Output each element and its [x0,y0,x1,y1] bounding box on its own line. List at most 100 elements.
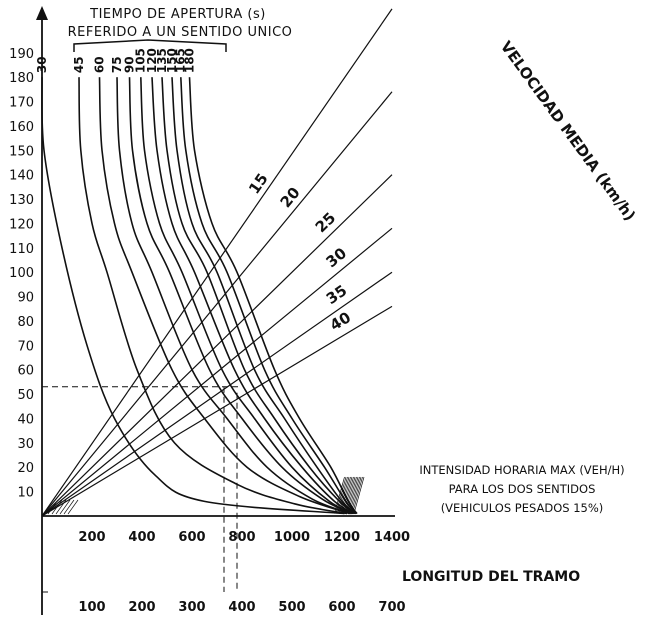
opening-time-curve [171,77,357,515]
y-tick-label: 80 [17,315,34,330]
x1-tick-label: 800 [228,530,255,545]
hatch-mark [63,499,75,515]
x2-tick-label: 600 [328,600,355,615]
x2-tick-label: 400 [228,600,255,615]
x1-tick-label: 1400 [374,530,410,545]
hatch-mark [341,476,353,514]
note-line-2: PARA LOS DOS SENTIDOS [449,482,596,496]
opening-time-curve [78,77,348,515]
opening-time-label: 120 [145,48,159,73]
speed-line [41,174,393,517]
y-tick-label: 170 [9,96,34,111]
opening-time-label: 150 [165,48,179,73]
x2-tick-label: 300 [178,600,205,615]
hatch-mark [343,476,354,514]
hatch-mark [334,476,345,514]
hatch-mark [350,476,362,514]
y-tick-label: 90 [17,291,34,306]
speed-line-label: 20 [277,184,304,212]
example-reading-lines [42,386,238,593]
opening-time-curve [98,77,350,515]
opening-time-curve [180,77,358,515]
opening-time-curve [41,77,345,515]
speed-line [41,271,393,517]
y-tick-label: 70 [17,339,34,354]
hatch-mark [337,476,348,514]
y-tick-labels: 10 20 30 40 50 60 70 80 90 100 110 120 130 140 150 160 1… [9,47,34,501]
hatch-mark [347,476,359,514]
opening-time-label: 75 [110,56,124,73]
opening-time-curve [128,77,353,515]
hatch-mark [55,499,67,515]
y-tick-label: 160 [9,120,34,135]
hatch-mark [346,476,357,514]
opening-time-label: 180 [183,48,197,73]
speed-line-label: 30 [323,244,351,271]
opening-time-label: 90 [123,56,137,73]
x1-tick-label: 400 [128,530,155,545]
opening-time-label: 105 [134,48,148,73]
speed-line [41,305,393,517]
note-line-1: INTENSIDAD HORARIA MAX (VEH/H) [419,463,624,477]
x1-tick-label: 600 [178,530,205,545]
hatch-mark [338,476,350,514]
chart-title-line1: TIEMPO DE APERTURA (s) [89,7,266,22]
chart-title-line2: REFERIDO A UN SENTIDO UNICO [68,25,293,40]
y-tick-label: 100 [9,266,34,281]
hatch-mark [344,476,356,514]
opening-time-label: 30 [35,56,49,73]
y-tick-label: 180 [9,71,34,86]
hatch-mark [353,476,365,514]
y-tick-label: 50 [17,388,34,403]
y-tick-label: 60 [17,364,34,379]
x2-tick-label: 500 [278,600,305,615]
y-tick-label: 110 [9,242,34,257]
y-tick-label: 130 [9,193,34,208]
y-tick-label: 30 [17,437,34,452]
speed-line [41,227,393,517]
opening-time-curve [151,77,355,515]
hatch-mark [349,476,360,514]
hatch-mark [59,499,71,515]
note-line-3: (VEHICULOS PESADOS 15%) [441,501,604,515]
x2-tick-label: 700 [378,600,405,615]
title-brace [73,39,227,52]
speed-line-label: 25 [312,209,340,236]
y-tick-label: 190 [9,47,34,62]
hatch-mark [335,476,347,514]
hatch-mark [340,476,351,514]
speed-line-label: 15 [245,170,272,197]
x2-tick-label: 100 [78,600,105,615]
opening-time-curve [161,77,356,515]
speed-line [41,91,393,517]
hatch-mark [51,499,63,515]
y-tick-label: 40 [17,412,34,427]
hatch-mark [67,499,79,515]
x1-tick-label: 1000 [274,530,310,545]
y-tick-label: 20 [17,461,34,476]
x-axis-title: LONGITUD DEL TRAMO [402,569,580,585]
hatch-mark [352,476,363,514]
convergence-hatching [47,476,365,515]
opening-time-curve [140,77,354,515]
x1-tick-label: 200 [78,530,105,545]
x1-tick-labels: 200 400 600 800 1000 1200 1400 [78,530,410,545]
opening-time-curve [116,77,352,515]
x1-tick-label: 1200 [324,530,360,545]
hatch-mark [47,499,59,515]
x2-tick-labels: 100 200 300 400 500 600 700 [78,600,405,615]
opening-time-label: 45 [72,56,86,73]
opening-time-label: 60 [93,56,107,73]
speed-line [41,8,393,517]
velocity-title: VELOCIDAD MEDIA (km/h) [497,38,639,225]
y-axis-arrow [36,6,48,20]
y-tick-label: 150 [9,144,34,159]
y-tick-label: 10 [17,486,34,501]
x2-tick-label: 200 [128,600,155,615]
y-tick-label: 120 [9,217,34,232]
opening-time-label: 135 [155,48,169,73]
y-tick-label: 140 [9,169,34,184]
